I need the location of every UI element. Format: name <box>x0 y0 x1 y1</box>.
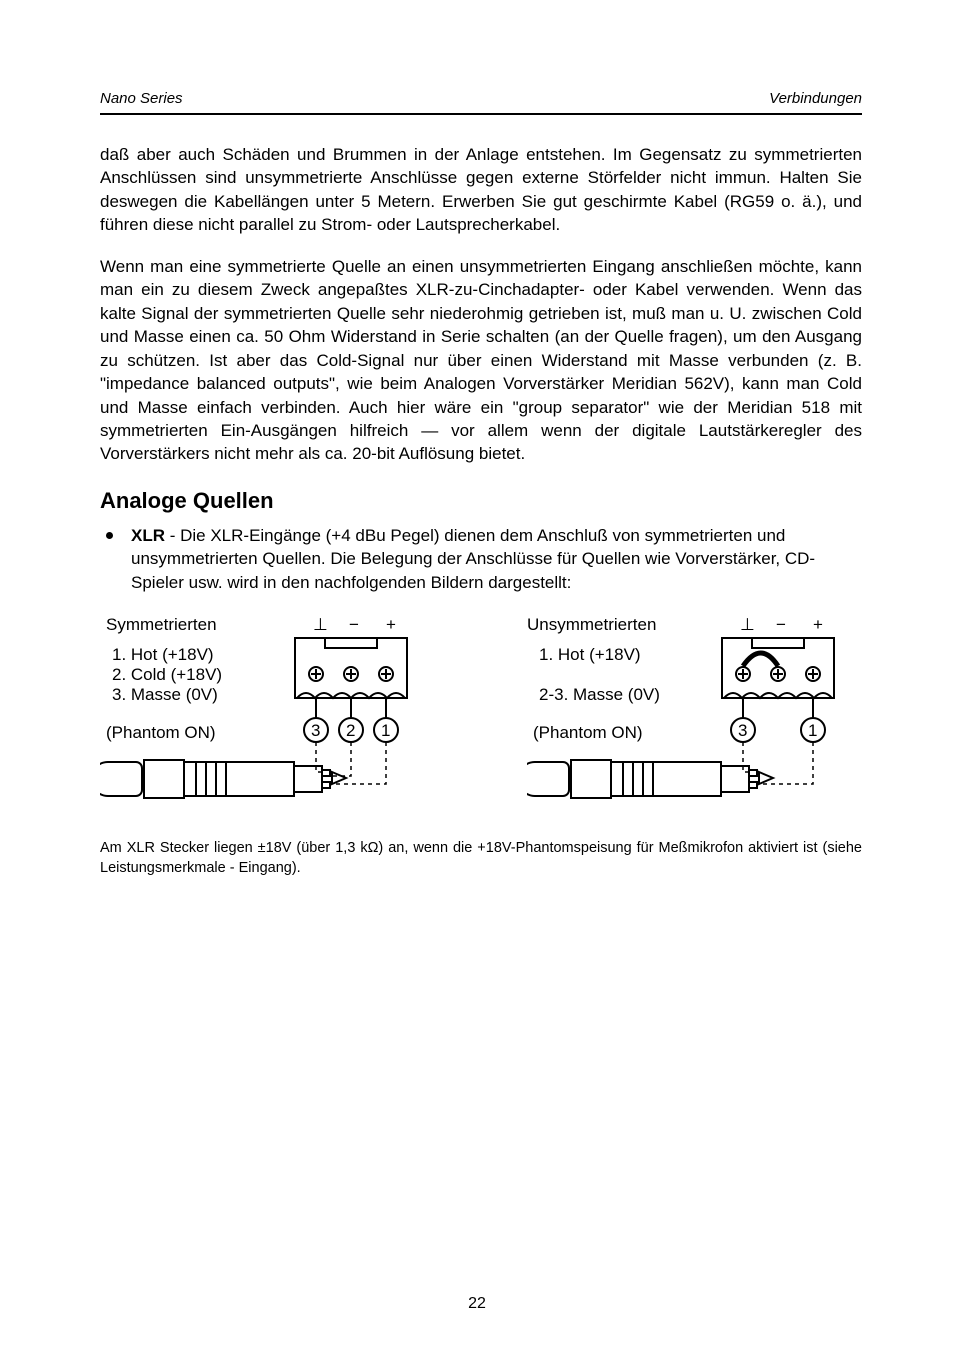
bullet-bold: XLR <box>131 526 165 545</box>
pin-1r: 1 <box>808 721 817 740</box>
sym-ground-icon: ⊥ <box>313 615 328 634</box>
pin-label-1: 1. Hot (+18V) <box>112 645 214 664</box>
phantom-left: (Phantom ON) <box>106 723 216 742</box>
pin-3: 3 <box>311 721 320 740</box>
diagram-title-left: Symmetrierten <box>106 615 217 634</box>
pin-label-1r: 1. Hot (+18V) <box>539 645 641 664</box>
bullet-icon <box>106 532 113 539</box>
paragraph-2: Wenn man eine symmetrierte Quelle an ein… <box>100 255 862 466</box>
pin-2: 2 <box>346 721 355 740</box>
pin-label-2: 2. Cold (+18V) <box>112 665 222 684</box>
xlr-connector-left <box>100 760 346 798</box>
bullet-row: XLR - Die XLR-Eingänge (+4 dBu Pegel) di… <box>100 524 862 594</box>
page-number: 22 <box>0 1295 954 1313</box>
bullet-rest: - Die XLR-Eingänge (+4 dBu Pegel) dienen… <box>131 526 815 592</box>
pin-label-3r: 2-3. Masse (0V) <box>539 685 660 704</box>
sym-minus-icon-r: − <box>776 615 786 634</box>
paragraph-1: daß aber auch Schäden und Brummen in der… <box>100 143 862 237</box>
pin-1: 1 <box>381 721 390 740</box>
section-title: Analoge Quellen <box>100 488 862 514</box>
phantom-right: (Phantom ON) <box>533 723 643 742</box>
footnote: Am XLR Stecker liegen ±18V (über 1,3 kΩ)… <box>100 838 862 878</box>
xlr-connector-right <box>527 760 773 798</box>
diagram-title-right: Unsymmetrierten <box>527 615 656 634</box>
pin-3r: 3 <box>738 721 747 740</box>
sym-minus-icon: − <box>349 615 359 634</box>
sym-plus-icon-r: + <box>813 615 823 634</box>
diagram-symmetric: Symmetrierten ⊥ − + 1. Hot (+18V) <box>100 612 435 832</box>
page-header: Nano Series Verbindungen <box>100 90 862 107</box>
header-left: Nano Series <box>100 90 183 107</box>
diagram-unsymmetric: Unsymmetrierten ⊥ − + 1. Hot (+18V) 2-3.… <box>527 612 862 832</box>
header-rule <box>100 113 862 115</box>
sym-ground-icon-r: ⊥ <box>740 615 755 634</box>
bullet-text: XLR - Die XLR-Eingänge (+4 dBu Pegel) di… <box>131 524 862 594</box>
sym-plus-icon: + <box>386 615 396 634</box>
header-right: Verbindungen <box>769 90 862 107</box>
diagrams-row: Symmetrierten ⊥ − + 1. Hot (+18V) <box>100 612 862 832</box>
pin-label-3: 3. Masse (0V) <box>112 685 218 704</box>
terminal-block-right <box>722 638 834 708</box>
terminal-block-left <box>295 638 407 708</box>
